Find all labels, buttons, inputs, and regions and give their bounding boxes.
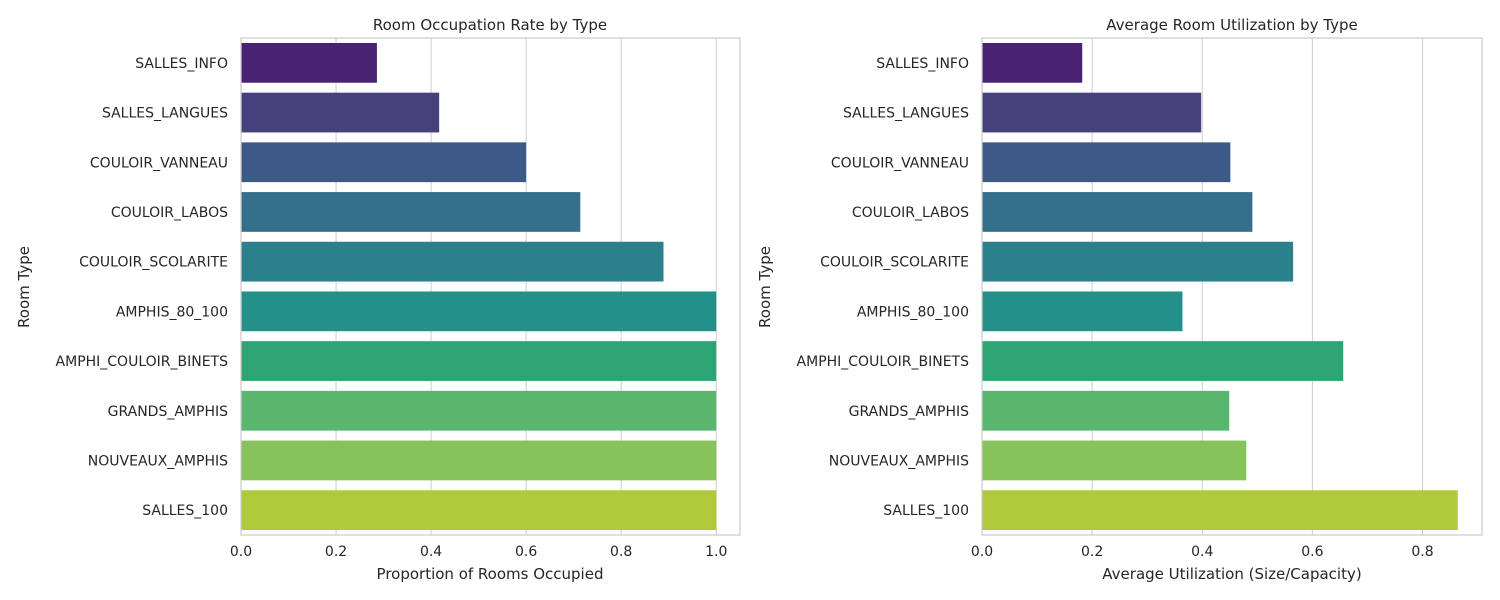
y-axis-label: Room Type	[15, 246, 33, 328]
utilization-chart: Average Room Utilization by Type Average…	[756, 16, 1483, 583]
y-tick-label: GRANDS_AMPHIS	[108, 404, 228, 420]
bar	[982, 92, 1202, 133]
bar	[982, 341, 1344, 381]
x-tick-label: 0.8	[1411, 544, 1433, 560]
y-tick-label: SALLES_100	[142, 503, 228, 519]
axes-frame	[240, 37, 741, 536]
y-axis-label: Room Type	[756, 246, 774, 328]
x-tick-label: 0.4	[420, 544, 442, 560]
x-tick-label: 0.2	[1081, 544, 1103, 560]
chart-title: Room Occupation Rate by Type	[373, 16, 607, 34]
bar	[982, 440, 1247, 481]
x-tick-label: 0.6	[515, 544, 537, 560]
y-tick-label: SALLES_INFO	[135, 56, 228, 72]
axes-frame	[981, 37, 1483, 536]
bar	[241, 192, 581, 232]
y-tick-label: NOUVEAUX_AMPHIS	[88, 453, 228, 469]
bar	[982, 142, 1231, 183]
y-tick-label: COULOIR_VANNEAU	[831, 155, 969, 171]
x-tick-label: 0.0	[971, 544, 993, 560]
x-tick-label: 0.6	[1301, 544, 1323, 560]
y-tick-label: COULOIR_SCOLARITE	[79, 255, 228, 271]
bar	[982, 241, 1294, 282]
bar	[241, 291, 717, 332]
bar	[241, 390, 717, 431]
bar	[982, 42, 1083, 83]
y-tick-label: SALLES_100	[883, 503, 969, 519]
y-tick-label: COULOIR_LABOS	[111, 205, 228, 221]
x-tick-label: 1.0	[705, 544, 727, 560]
x-tick-label: 0.2	[325, 544, 347, 560]
bar	[241, 490, 717, 531]
y-tick-label: AMPHI_COULOIR_BINETS	[797, 354, 970, 370]
x-tick-label: 0.0	[230, 544, 252, 560]
bar	[982, 390, 1230, 431]
bar	[241, 92, 440, 133]
bar	[982, 192, 1253, 232]
y-tick-label: SALLES_LANGUES	[843, 106, 969, 122]
y-tick-label: AMPHI_COULOIR_BINETS	[56, 354, 229, 370]
y-tick-label: NOUVEAUX_AMPHIS	[829, 453, 969, 469]
y-tick-label: SALLES_LANGUES	[102, 106, 228, 122]
y-tick-label: COULOIR_LABOS	[852, 205, 969, 221]
y-tick-label: AMPHIS_80_100	[857, 304, 969, 320]
y-tick-label: COULOIR_SCOLARITE	[820, 255, 969, 271]
x-tick-label: 0.4	[1191, 544, 1213, 560]
y-tick-label: GRANDS_AMPHIS	[849, 404, 969, 420]
x-axis-label: Average Utilization (Size/Capacity)	[1102, 565, 1361, 583]
chart-title: Average Room Utilization by Type	[1106, 16, 1357, 34]
bar	[241, 241, 664, 282]
bar	[241, 142, 527, 183]
y-tick-label: AMPHIS_80_100	[116, 304, 228, 320]
y-tick-label: SALLES_INFO	[876, 56, 969, 72]
x-tick-label: 0.8	[610, 544, 632, 560]
bar	[982, 291, 1183, 332]
bar	[241, 440, 717, 481]
bar	[982, 490, 1458, 531]
x-axis-label: Proportion of Rooms Occupied	[377, 565, 604, 583]
occupation-rate-chart: Room Occupation Rate by Type Proportion …	[15, 16, 741, 583]
bar	[241, 42, 377, 83]
bar	[241, 341, 717, 381]
y-tick-label: COULOIR_VANNEAU	[90, 155, 228, 171]
